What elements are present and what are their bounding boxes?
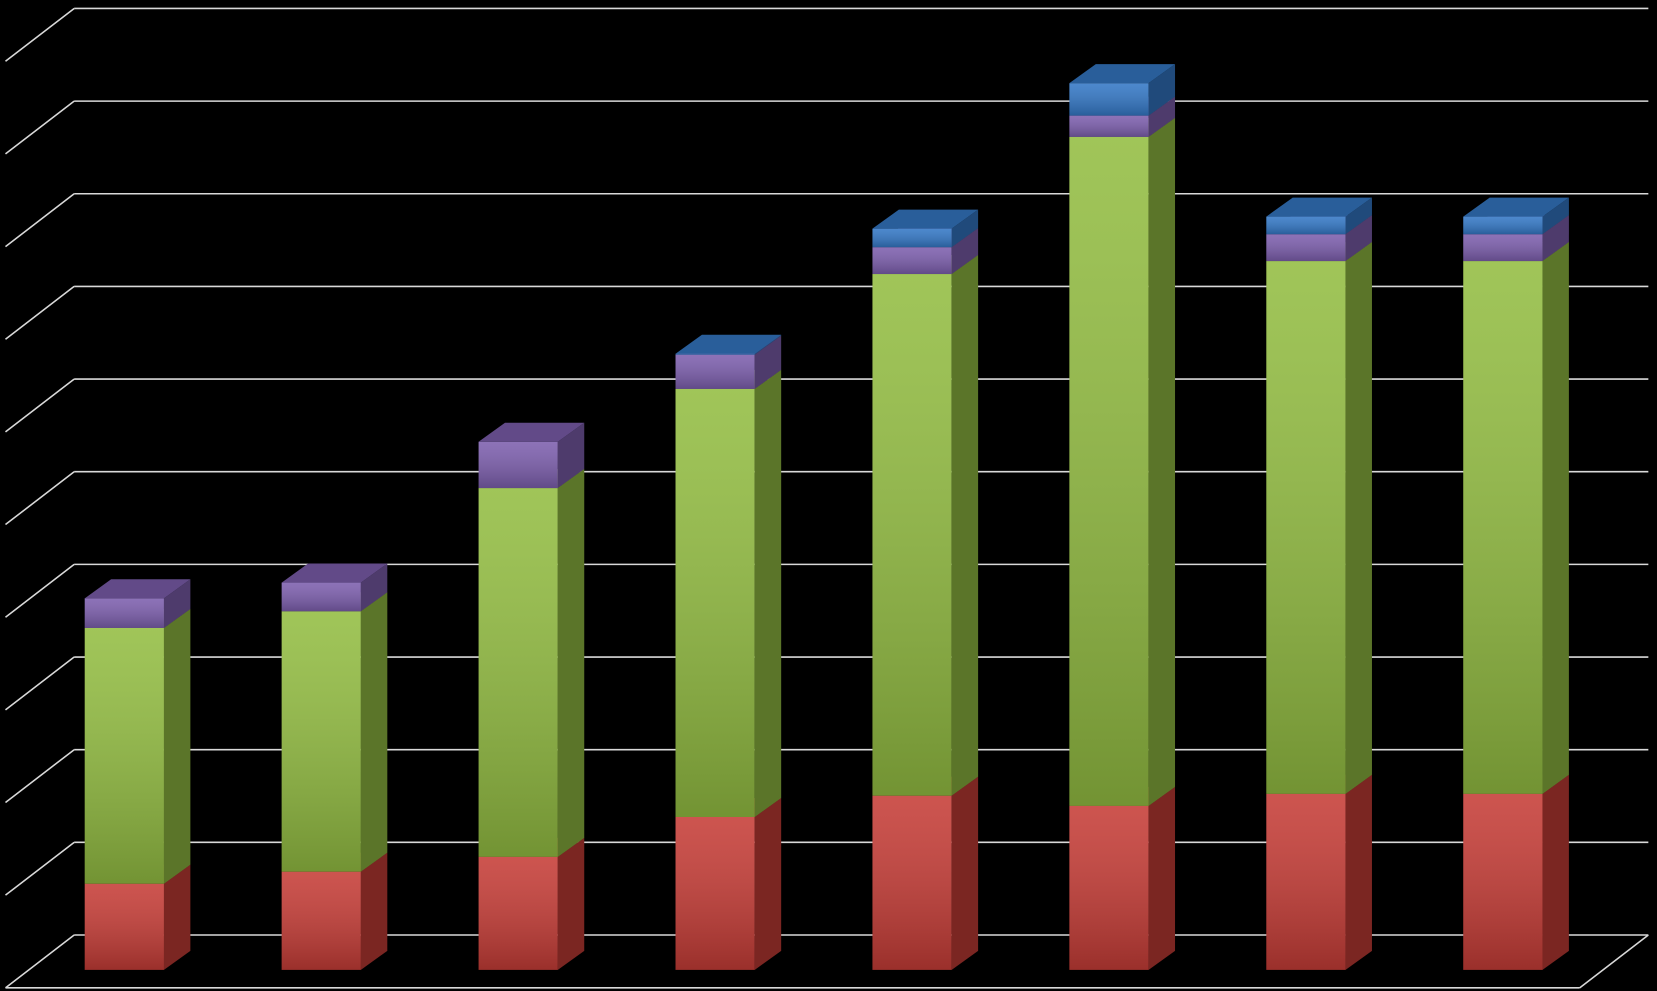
- bar-shade: [478, 441, 558, 489]
- bar-side: [951, 209, 979, 248]
- grid-line-side: [5, 7, 75, 62]
- bar-side: [951, 255, 979, 796]
- grid-line-side: [5, 563, 75, 618]
- bar-shade: [1069, 115, 1149, 137]
- bar-side: [754, 797, 782, 970]
- bar-side: [557, 837, 585, 970]
- bar-side: [163, 608, 191, 884]
- bar-top: [1463, 197, 1569, 217]
- grid-line-side: [5, 378, 75, 433]
- bar-top: [281, 563, 388, 583]
- bar-shade: [1463, 261, 1543, 794]
- bar-side: [1148, 117, 1176, 806]
- bar-shade: [281, 582, 361, 612]
- bar-side: [1345, 215, 1372, 262]
- bar-side: [951, 228, 979, 275]
- bar-side: [754, 335, 782, 389]
- bar-shade: [1069, 83, 1149, 116]
- grid-line-side: [5, 285, 75, 340]
- bar-shade: [675, 353, 755, 355]
- bar-shade: [872, 274, 952, 796]
- bar-shade: [84, 598, 164, 628]
- grid-line-side: [5, 193, 75, 248]
- bar-shade: [478, 856, 558, 970]
- bar-shade: [872, 247, 952, 275]
- bar-shade: [281, 871, 361, 970]
- bar-side: [1542, 215, 1569, 262]
- bar-side: [754, 369, 782, 817]
- bar-top: [1266, 197, 1372, 217]
- bar-shade: [1069, 805, 1149, 970]
- bar-side: [1542, 774, 1569, 970]
- bar-shade: [1266, 234, 1346, 262]
- grid-line-side: [5, 471, 75, 526]
- bar-side: [1148, 96, 1176, 137]
- grid-line-side: [5, 656, 75, 711]
- bar-shade: [1463, 234, 1543, 262]
- grid-line-side: [5, 749, 75, 804]
- bar-top: [478, 422, 585, 442]
- bar-side: [1148, 786, 1176, 970]
- bar-side: [163, 579, 191, 628]
- bar-shade: [478, 488, 558, 857]
- bar-shade: [1266, 793, 1346, 970]
- bar-side: [1345, 197, 1372, 235]
- bar-shade: [1069, 136, 1149, 806]
- bar-top: [675, 334, 782, 354]
- bar-side: [360, 563, 388, 612]
- floor-edge: [1579, 934, 1649, 989]
- bar-shade: [84, 883, 164, 970]
- bar-side: [163, 864, 191, 970]
- bar-side: [1345, 242, 1372, 794]
- bar-shade: [84, 627, 164, 884]
- bar-top: [872, 209, 979, 229]
- bar-shade: [872, 795, 952, 970]
- grid-line-side: [5, 934, 75, 989]
- bar-side: [557, 422, 585, 489]
- bar-shade: [1463, 793, 1543, 970]
- bar-side: [1148, 64, 1176, 116]
- bar-side: [1542, 197, 1569, 235]
- bar-top: [84, 579, 191, 599]
- bar-shade: [1266, 261, 1346, 794]
- bar-shade: [675, 388, 755, 817]
- bar-side: [360, 592, 388, 872]
- bar-shade: [1463, 216, 1543, 235]
- bar-side: [1345, 774, 1372, 970]
- bar-shade: [872, 228, 952, 248]
- grid-line-side: [5, 841, 75, 896]
- bar-shade: [675, 816, 755, 970]
- bar-shade: [1266, 216, 1346, 235]
- bar-side: [1542, 242, 1569, 794]
- grid-line-side: [5, 100, 75, 155]
- bar-side: [360, 852, 388, 970]
- bar-top: [1069, 64, 1176, 84]
- bar-shade: [675, 354, 755, 389]
- bar-side: [754, 334, 782, 355]
- bar-shade: [281, 611, 361, 872]
- bar-side: [557, 469, 585, 857]
- bar-side: [951, 776, 979, 970]
